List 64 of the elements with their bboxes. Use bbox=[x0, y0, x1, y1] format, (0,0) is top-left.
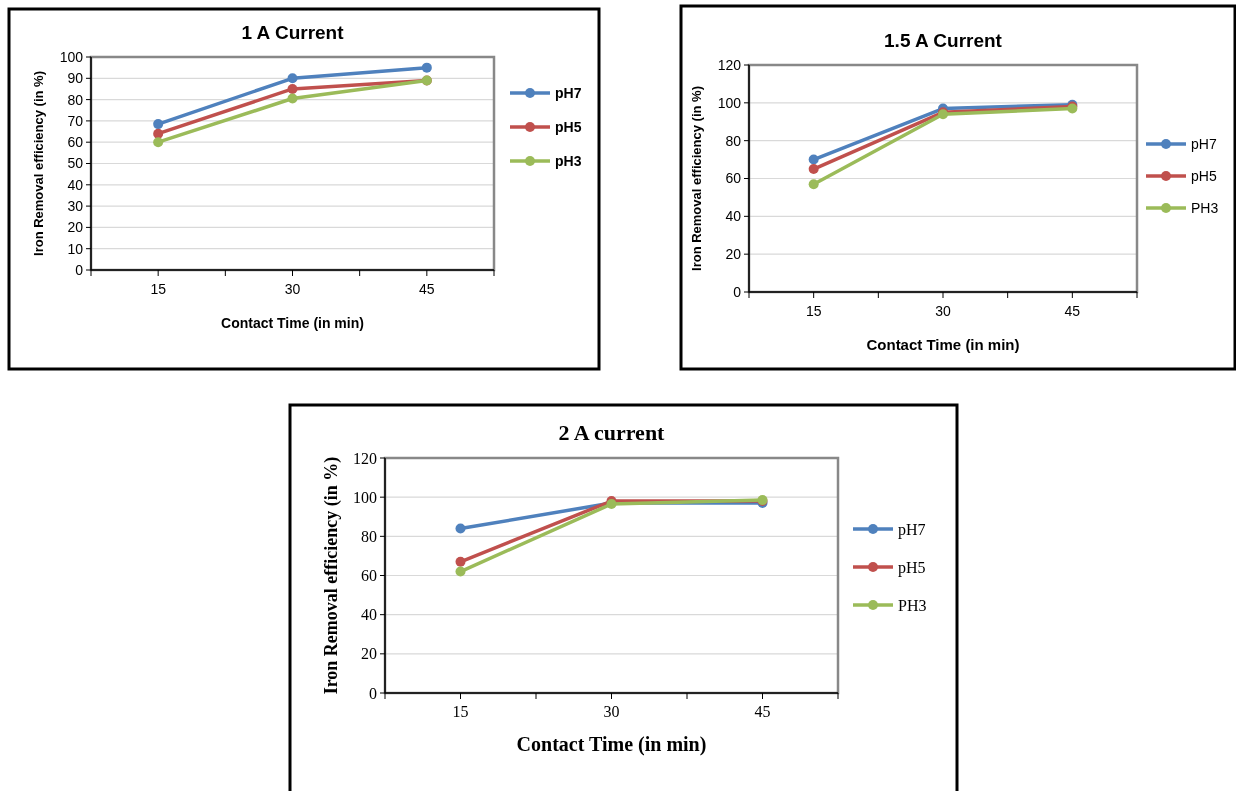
legend-label: pH7 bbox=[898, 520, 926, 539]
point bbox=[455, 523, 466, 534]
point bbox=[455, 556, 466, 567]
legend-label: pH5 bbox=[1191, 167, 1217, 184]
x-tick-label: 45 bbox=[419, 281, 435, 297]
point bbox=[287, 83, 298, 94]
point bbox=[287, 73, 298, 84]
y-tick-label: 80 bbox=[725, 132, 742, 149]
x-tick-label: 15 bbox=[805, 303, 822, 319]
y-tick-label: 100 bbox=[59, 48, 84, 65]
y-tick-label: 20 bbox=[361, 645, 377, 663]
y-tick-label: 0 bbox=[75, 261, 84, 278]
legend-label: pH3 bbox=[555, 152, 582, 169]
y-tick-label: 60 bbox=[361, 567, 377, 585]
legend-label: PH3 bbox=[1191, 199, 1219, 216]
chart-title: 2 A current bbox=[558, 420, 666, 445]
y-tick-label: 40 bbox=[361, 606, 377, 624]
chart-title: 1 A Current bbox=[241, 22, 345, 43]
y-tick-label: 60 bbox=[725, 170, 742, 187]
y-tick-label: 30 bbox=[67, 198, 84, 214]
y-tick-label: 100 bbox=[353, 488, 377, 506]
y-tick-label: 0 bbox=[733, 283, 742, 300]
point bbox=[153, 137, 164, 148]
x-axis-title: Contact Time (in min) bbox=[516, 733, 707, 756]
legend-label: pH5 bbox=[898, 558, 926, 577]
legend-label: pH7 bbox=[1191, 135, 1217, 152]
y-tick-label: 10 bbox=[67, 240, 84, 257]
chart-title: 1.5 A Current bbox=[884, 30, 1003, 51]
point bbox=[455, 566, 466, 577]
y-tick-label: 50 bbox=[67, 155, 84, 172]
y-tick-label: 80 bbox=[67, 91, 84, 108]
y-tick-label: 100 bbox=[717, 94, 742, 111]
x-tick-label: 15 bbox=[452, 703, 469, 720]
x-tick-label: 30 bbox=[603, 703, 620, 720]
y-tick-label: 70 bbox=[67, 112, 84, 129]
x-axis-title: Contact Time (in min) bbox=[221, 315, 364, 331]
y-axis-title: Iron Removal efficiency (in %) bbox=[31, 71, 46, 256]
point bbox=[808, 154, 819, 165]
x-tick-label: 30 bbox=[284, 281, 301, 297]
x-tick-label: 30 bbox=[935, 303, 951, 319]
y-tick-label: 40 bbox=[67, 176, 84, 193]
y-tick-label: 120 bbox=[717, 56, 742, 73]
y-tick-label: 60 bbox=[67, 134, 84, 151]
y-axis-title: Iron Removal efficiency (in %) bbox=[321, 456, 342, 695]
x-tick-label: 45 bbox=[1064, 303, 1081, 319]
y-tick-label: 20 bbox=[725, 246, 742, 263]
x-tick-label: 15 bbox=[150, 281, 167, 297]
y-tick-label: 120 bbox=[353, 449, 377, 467]
y-axis-title: Iron Removal efficiency (in %) bbox=[689, 86, 704, 271]
y-tick-label: 20 bbox=[67, 219, 84, 236]
legend-label: pH5 bbox=[555, 118, 582, 135]
point bbox=[421, 62, 432, 73]
legend-label: pH7 bbox=[555, 84, 582, 101]
point bbox=[808, 179, 819, 190]
y-tick-label: 0 bbox=[369, 684, 377, 702]
point bbox=[287, 93, 298, 104]
y-tick-label: 40 bbox=[725, 208, 742, 225]
x-axis-title: Contact Time (in min) bbox=[866, 336, 1020, 353]
point bbox=[153, 119, 164, 130]
y-tick-label: 90 bbox=[67, 70, 84, 87]
point bbox=[808, 164, 819, 175]
y-tick-label: 80 bbox=[361, 527, 377, 545]
legend-label: PH3 bbox=[898, 596, 927, 614]
x-tick-label: 45 bbox=[754, 703, 771, 720]
